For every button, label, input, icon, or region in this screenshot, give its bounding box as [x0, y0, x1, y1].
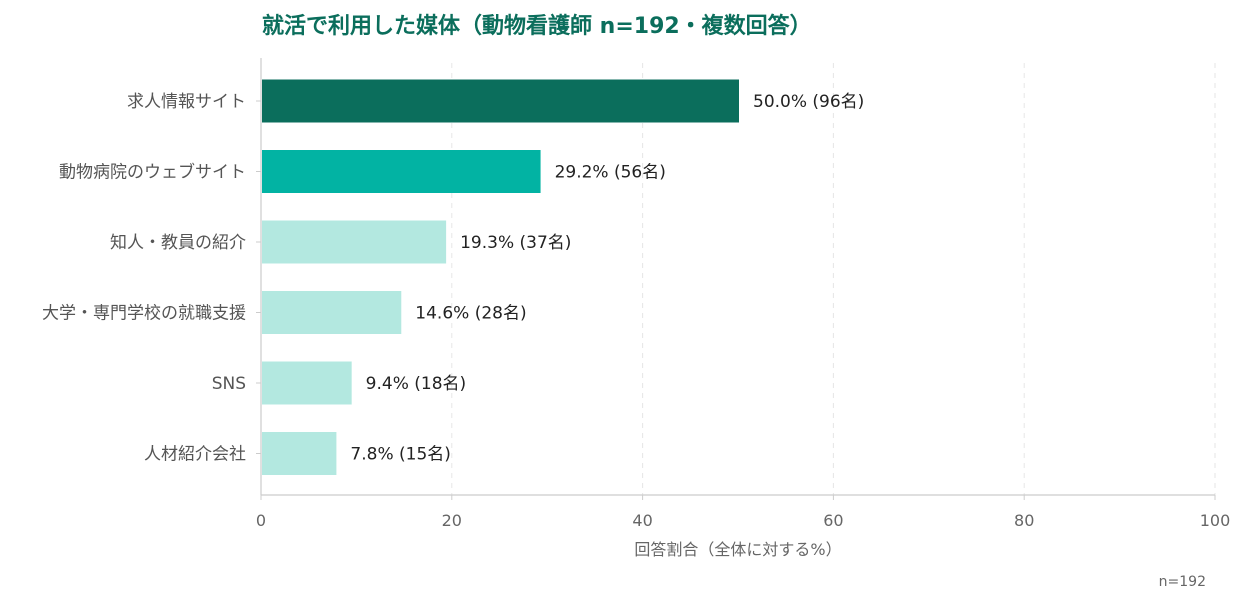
chart-title: 就活で利用した媒体（動物看護師 n=192・複数回答） [262, 14, 812, 39]
x-axis-label: 回答割合（全体に対する%） [634, 540, 841, 559]
bar [262, 150, 541, 193]
category-label: 知人・教員の紹介 [110, 233, 246, 253]
bar [262, 291, 402, 334]
x-tick-label: 20 [442, 511, 462, 530]
x-tick-label: 60 [823, 511, 843, 530]
data-label: 14.6% (28名) [415, 304, 526, 324]
bar [262, 79, 739, 123]
x-tick-label: 80 [1014, 511, 1034, 530]
x-tick-label: 100 [1200, 511, 1231, 530]
bar [262, 361, 352, 405]
data-label: 9.4% (18名) [366, 374, 467, 394]
category-label: SNS [212, 374, 246, 394]
data-label: 50.0% (96名) [753, 92, 864, 112]
category-label: 大学・専門学校の就職支援 [42, 304, 246, 324]
data-label: 19.3% (37名) [460, 233, 571, 253]
x-tick-label: 0 [256, 511, 266, 530]
category-label: 求人情報サイト [127, 92, 246, 112]
category-label: 動物病院のウェブサイト [59, 162, 246, 183]
data-label: 7.8% (15名) [350, 445, 451, 465]
x-tick-label: 40 [632, 511, 652, 530]
sample-size-note: n=192 [1158, 574, 1206, 590]
bar [262, 220, 447, 264]
data-label: 29.2% (56名) [555, 163, 666, 183]
category-label: 人材紹介会社 [144, 445, 246, 465]
bar [262, 432, 337, 475]
